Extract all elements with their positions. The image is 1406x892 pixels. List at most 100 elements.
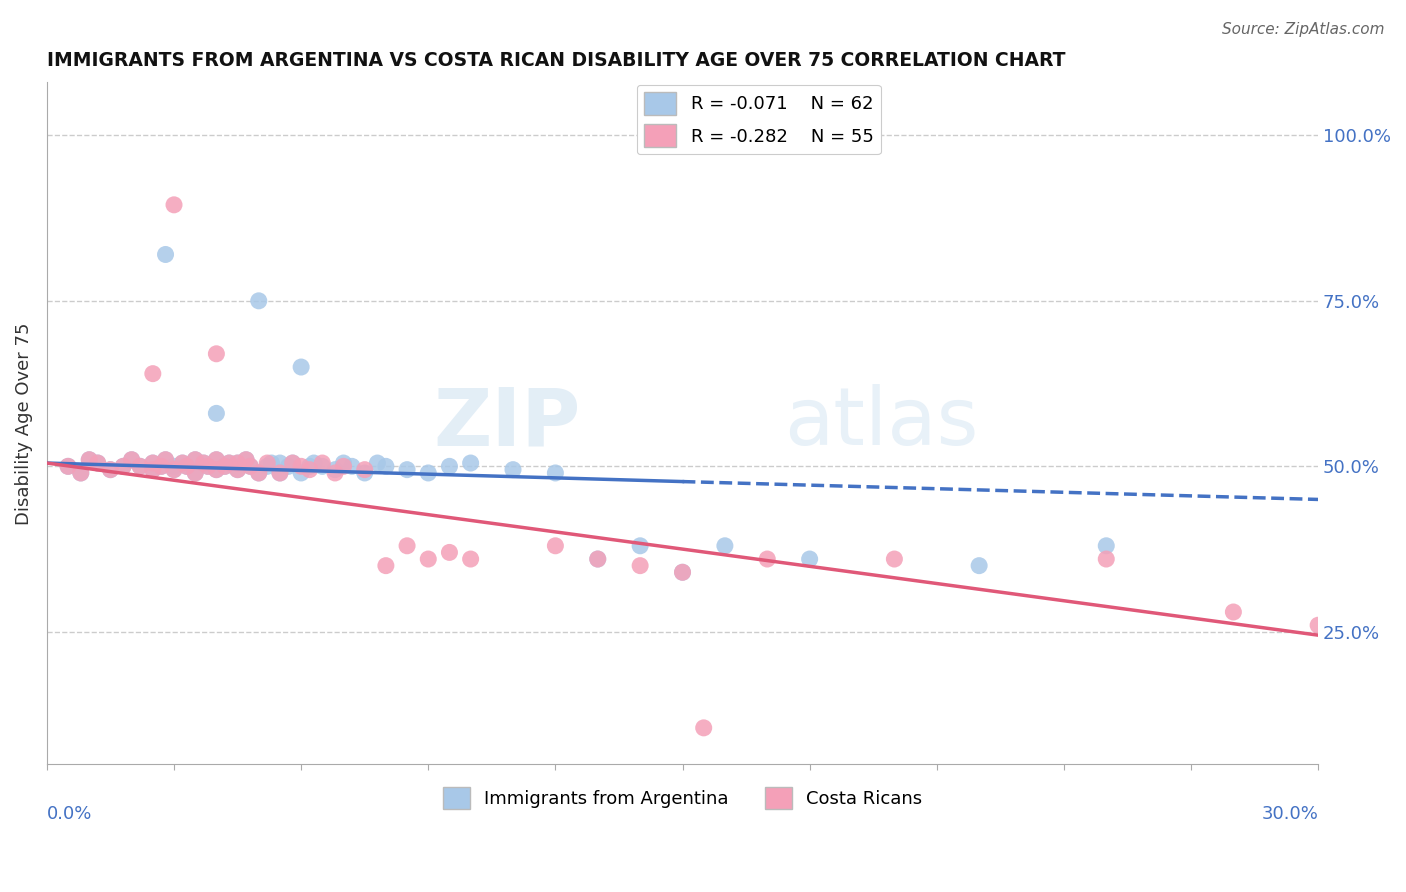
- Point: [205, 406, 228, 420]
- Point: [121, 452, 143, 467]
- Point: [163, 463, 186, 477]
- Point: [112, 459, 135, 474]
- Point: [756, 552, 779, 566]
- Point: [1095, 539, 1118, 553]
- Point: [323, 463, 346, 477]
- Point: [176, 459, 198, 474]
- Point: [439, 545, 461, 559]
- Point: [439, 459, 461, 474]
- Point: [311, 456, 333, 470]
- Point: [269, 466, 291, 480]
- Point: [714, 539, 737, 553]
- Point: [69, 466, 91, 480]
- Point: [353, 466, 375, 480]
- Point: [197, 459, 219, 474]
- Point: [256, 456, 278, 470]
- Point: [142, 463, 165, 477]
- Point: [586, 552, 609, 566]
- Point: [205, 347, 228, 361]
- Point: [396, 463, 419, 477]
- Point: [353, 463, 375, 477]
- Point: [418, 552, 440, 566]
- Point: [197, 459, 219, 474]
- Point: [155, 247, 177, 261]
- Point: [100, 463, 122, 477]
- Point: [460, 456, 482, 470]
- Point: [150, 459, 173, 474]
- Point: [502, 463, 524, 477]
- Point: [332, 459, 354, 474]
- Point: [340, 459, 363, 474]
- Point: [77, 452, 100, 467]
- Point: [396, 539, 419, 553]
- Point: [163, 459, 186, 474]
- Point: [100, 463, 122, 477]
- Point: [214, 459, 236, 474]
- Point: [1308, 618, 1330, 632]
- Point: [142, 463, 165, 477]
- Text: atlas: atlas: [785, 384, 979, 462]
- Point: [366, 456, 388, 470]
- Point: [311, 459, 333, 474]
- Point: [235, 452, 257, 467]
- Point: [205, 452, 228, 467]
- Text: Source: ZipAtlas.com: Source: ZipAtlas.com: [1222, 22, 1385, 37]
- Point: [172, 456, 194, 470]
- Point: [205, 463, 228, 477]
- Point: [226, 463, 249, 477]
- Point: [269, 456, 291, 470]
- Point: [290, 359, 312, 374]
- Point: [332, 456, 354, 470]
- Point: [256, 459, 278, 474]
- Point: [671, 566, 693, 580]
- Point: [298, 459, 321, 474]
- Point: [226, 456, 249, 470]
- Point: [692, 721, 714, 735]
- Point: [290, 466, 312, 480]
- Point: [374, 459, 396, 474]
- Point: [628, 539, 651, 553]
- Point: [69, 466, 91, 480]
- Point: [269, 466, 291, 480]
- Point: [176, 459, 198, 474]
- Point: [235, 452, 257, 467]
- Point: [247, 466, 270, 480]
- Point: [184, 466, 207, 480]
- Point: [172, 456, 194, 470]
- Point: [277, 459, 299, 474]
- Point: [56, 459, 79, 474]
- Point: [87, 456, 110, 470]
- Point: [586, 552, 609, 566]
- Point: [799, 552, 821, 566]
- Point: [374, 558, 396, 573]
- Point: [142, 367, 165, 381]
- Point: [142, 456, 165, 470]
- Point: [281, 456, 304, 470]
- Point: [883, 552, 905, 566]
- Point: [87, 456, 110, 470]
- Point: [418, 466, 440, 480]
- Point: [150, 459, 173, 474]
- Point: [142, 456, 165, 470]
- Point: [239, 459, 262, 474]
- Point: [290, 459, 312, 474]
- Point: [129, 459, 152, 474]
- Point: [1095, 552, 1118, 566]
- Point: [155, 452, 177, 467]
- Text: 30.0%: 30.0%: [1261, 805, 1319, 823]
- Point: [155, 452, 177, 467]
- Point: [226, 463, 249, 477]
- Point: [1222, 605, 1244, 619]
- Y-axis label: Disability Age Over 75: Disability Age Over 75: [15, 322, 32, 524]
- Point: [460, 552, 482, 566]
- Point: [205, 452, 228, 467]
- Point: [226, 456, 249, 470]
- Point: [281, 456, 304, 470]
- Point: [112, 459, 135, 474]
- Point: [77, 452, 100, 467]
- Point: [218, 456, 240, 470]
- Point: [302, 456, 325, 470]
- Point: [544, 466, 567, 480]
- Point: [121, 452, 143, 467]
- Legend: Immigrants from Argentina, Costa Ricans: Immigrants from Argentina, Costa Ricans: [436, 780, 929, 816]
